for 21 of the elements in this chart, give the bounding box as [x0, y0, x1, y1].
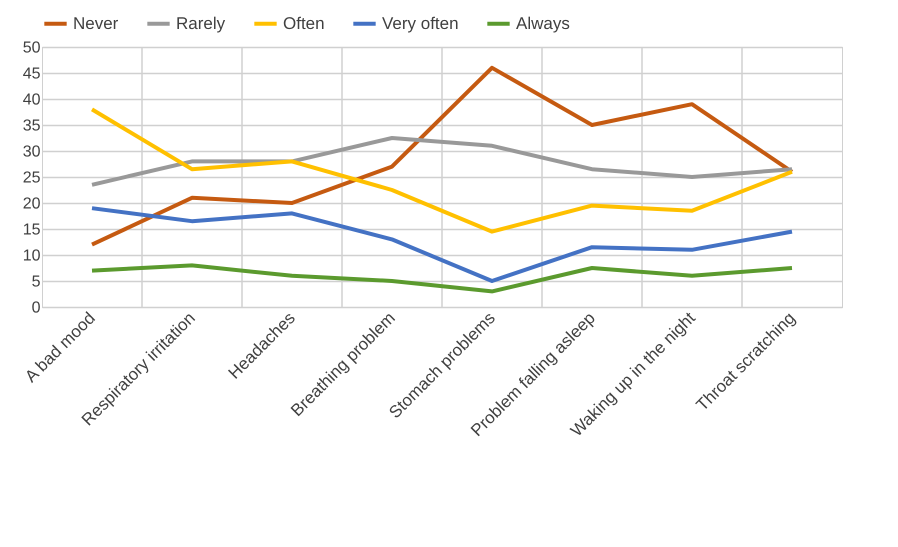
legend-label: Always — [516, 14, 570, 33]
y-tick-label: 35 — [22, 118, 41, 134]
y-tick-label: 30 — [22, 144, 41, 160]
y-tick-label: 10 — [22, 248, 41, 264]
y-tick-label: 25 — [22, 170, 41, 186]
line-series — [90, 136, 794, 187]
y-tick-label: 0 — [32, 300, 41, 316]
y-tick-label: 5 — [32, 274, 41, 290]
legend-label: Very often — [382, 14, 459, 33]
legend-label: Rarely — [176, 14, 226, 33]
y-tick-label: 15 — [22, 222, 41, 238]
line-series — [90, 263, 794, 294]
y-tick-label: 20 — [22, 196, 41, 212]
legend-label: Never — [73, 14, 119, 33]
y-tick-label: 50 — [22, 40, 41, 56]
line-series — [90, 107, 794, 234]
y-tick-label: 45 — [22, 66, 41, 82]
line-series — [90, 206, 794, 283]
line-series — [90, 66, 794, 247]
legend-label: Often — [283, 14, 325, 33]
y-tick-label: 40 — [22, 92, 41, 108]
